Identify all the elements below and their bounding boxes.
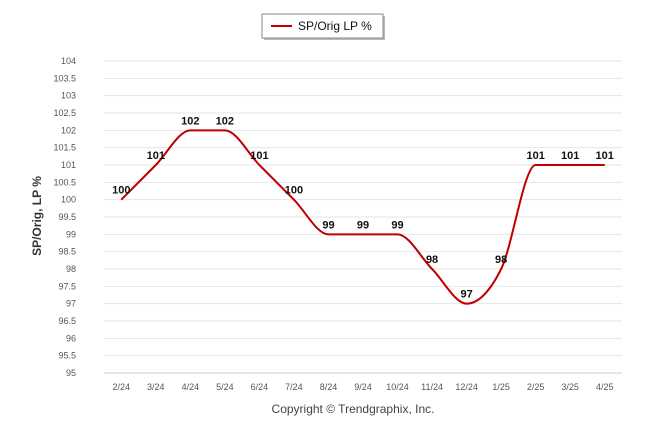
x-tick-label: 8/24 [320,382,338,392]
x-tick-label: 11/24 [421,382,443,392]
data-label: 102 [181,115,199,127]
y-axis-label: SP/Orig, LP % [30,176,44,256]
y-axis-ticks: 95 95.5 96 96.5 97 97.5 98 98.5 99 99.5 100 100.5 10… [53,56,76,378]
x-tick-label: 5/24 [216,382,234,392]
y-tick-label: 96 [66,333,76,343]
series-line [120,129,605,305]
x-tick-label: 3/25 [561,382,579,392]
gridlines [104,60,622,374]
x-tick-label: 3/24 [147,382,165,392]
y-tick-label: 99 [66,229,76,239]
data-label: 101 [147,150,165,162]
x-tick-label: 4/25 [596,382,614,392]
y-tick-label: 97.5 [58,281,76,291]
y-tick-label: 95 [66,368,76,378]
y-tick-label: 100.5 [53,177,76,187]
x-tick-label: 2/25 [527,382,545,392]
x-tick-label: 9/24 [354,382,372,392]
data-label: 100 [285,185,303,197]
data-label: 99 [391,219,403,231]
y-tick-label: 101 [61,160,76,170]
y-tick-label: 95.5 [58,351,76,361]
x-tick-label: 6/24 [251,382,269,392]
data-label: 99 [357,219,369,231]
y-tick-label: 98 [66,264,76,274]
y-tick-label: 102.5 [53,108,76,118]
data-label: 101 [596,150,614,162]
legend: SP/Orig LP % [261,13,385,40]
data-label: 98 [426,254,438,266]
legend-label: SP/Orig LP % [298,19,372,33]
x-axis-ticks: 2/24 3/24 4/24 5/24 6/24 7/24 8/24 9/24 10/24 11/… [104,372,622,392]
y-tick-label: 102 [61,125,76,135]
y-tick-label: 103.5 [53,73,76,83]
data-label: 101 [561,150,579,162]
y-tick-label: 101.5 [53,143,76,153]
y-tick-label: 98.5 [58,247,76,257]
y-tick-label: 99.5 [58,212,76,222]
x-tick-label: 7/24 [285,382,303,392]
series-layer [120,129,605,305]
x-tick-label: 10/24 [386,382,409,392]
y-tick-label: 97 [66,299,76,309]
data-label: 100 [112,185,130,197]
x-tick-label: 4/24 [182,382,200,392]
x-tick-label: 2/24 [113,382,131,392]
x-tick-label: 1/25 [492,382,510,392]
data-label: 102 [216,115,234,127]
x-tick-label: 12/24 [455,382,478,392]
data-label: 97 [460,289,472,301]
y-tick-label: 100 [61,195,76,205]
copyright-text: Copyright © Trendgraphix, Inc. [272,402,435,416]
y-tick-label: 96.5 [58,316,76,326]
data-labels: 100 101 102 102 101 100 99 99 99 98 97 98 101 101 101 [112,115,614,300]
data-label: 99 [322,219,334,231]
y-tick-label: 104 [61,56,76,66]
y-tick-label: 103 [61,91,76,101]
data-label: 98 [495,254,507,266]
data-label: 101 [526,150,544,162]
data-label: 101 [250,150,268,162]
